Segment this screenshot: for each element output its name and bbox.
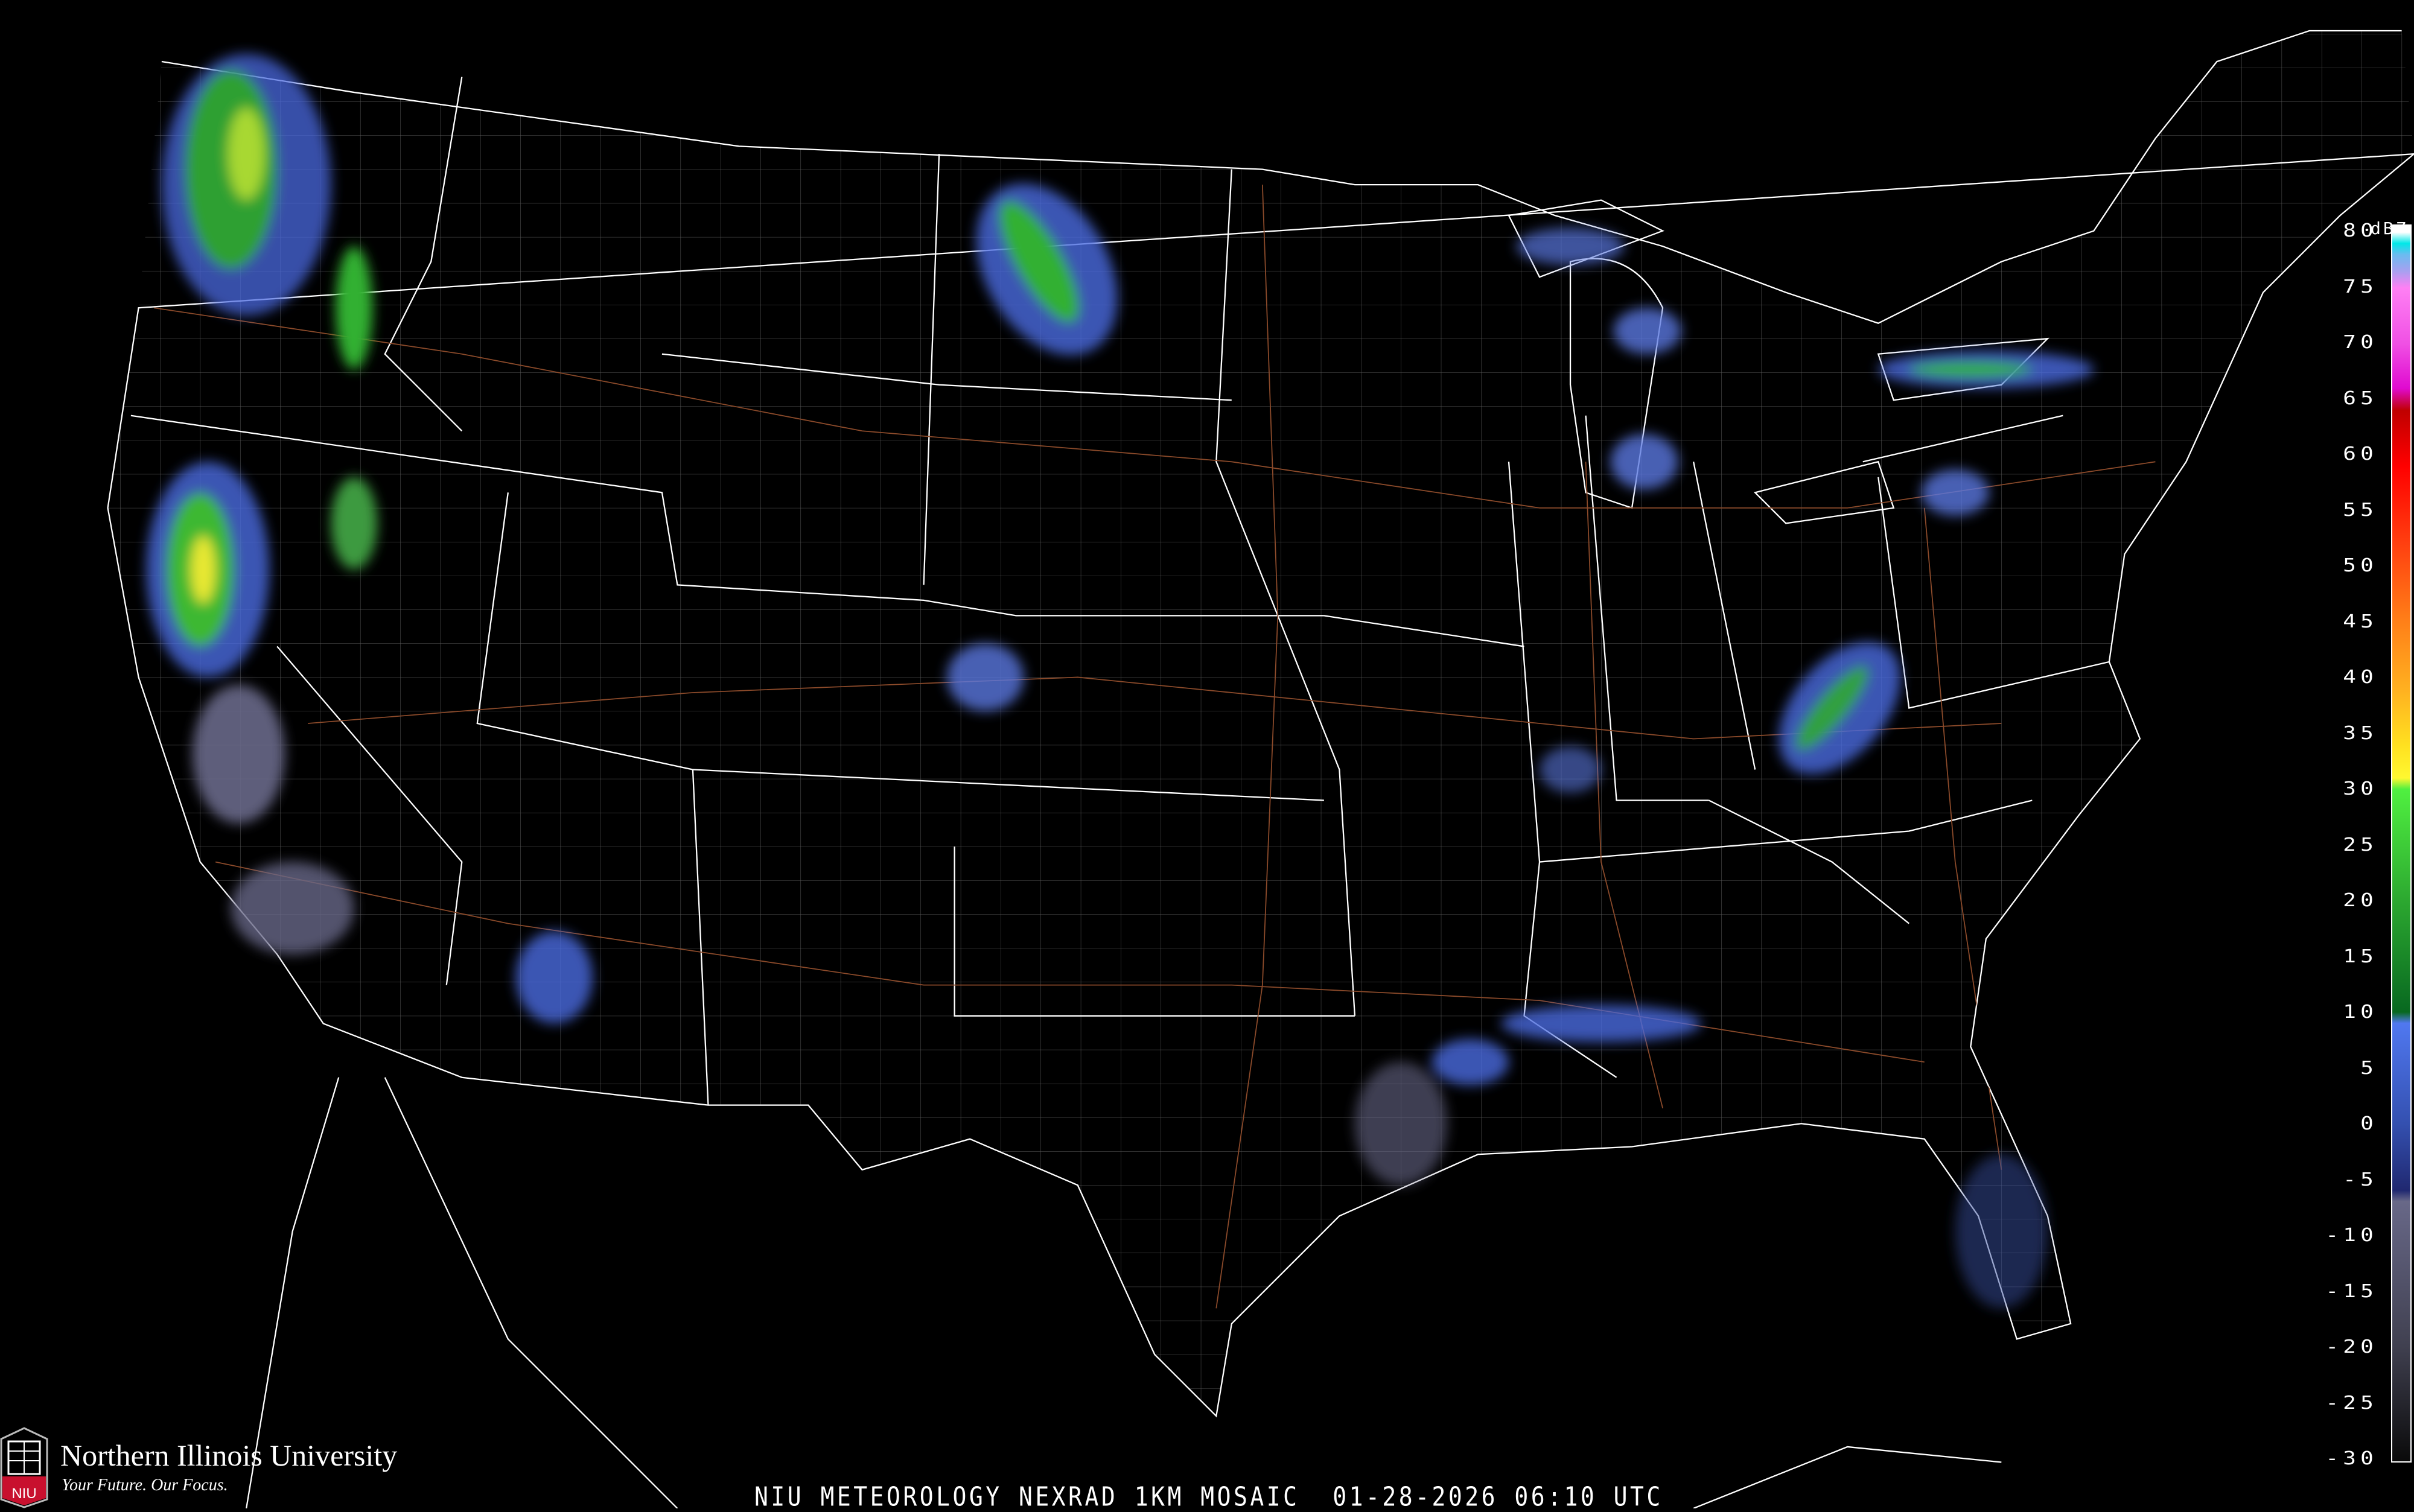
legend-label: -15 xyxy=(2325,1280,2378,1302)
legend-label: 25 xyxy=(2343,834,2378,856)
niu-logo-mark: NIU xyxy=(0,1427,48,1508)
dbz-color-scale xyxy=(2391,224,2412,1463)
legend-label: 30 xyxy=(2343,778,2378,799)
legend-label: 55 xyxy=(2343,499,2378,521)
legend-label: 75 xyxy=(2343,276,2378,297)
legend-label: 50 xyxy=(2343,555,2378,576)
legend-label: 40 xyxy=(2343,667,2378,688)
legend-label: 35 xyxy=(2343,722,2378,744)
legend-label: -20 xyxy=(2325,1336,2378,1358)
legend-label: -30 xyxy=(2325,1448,2378,1469)
legend-label: 0 xyxy=(2360,1113,2378,1134)
legend-label: 20 xyxy=(2343,890,2378,911)
legend-label: -25 xyxy=(2325,1392,2378,1414)
legend-label: -5 xyxy=(2343,1169,2378,1190)
legend-label: 65 xyxy=(2343,387,2378,409)
legend-label: 45 xyxy=(2343,611,2378,632)
legend-label: 70 xyxy=(2343,332,2378,353)
logo-mark-text: NIU xyxy=(11,1485,36,1502)
legend-label: 5 xyxy=(2360,1057,2378,1079)
legend-label: 80 xyxy=(2343,220,2378,241)
map-title: NIU METEOROLOGY NEXRAD 1KM MOSAIC 01-28-… xyxy=(754,1481,1663,1512)
legend-label: 60 xyxy=(2343,443,2378,465)
legend-label: 10 xyxy=(2343,1002,2378,1023)
logo-name: Northern Illinois University xyxy=(60,1438,398,1472)
state-boundaries xyxy=(107,30,2414,1508)
radar-echoes xyxy=(146,54,2094,1309)
logo-tagline: Your Future. Our Focus. xyxy=(62,1476,228,1495)
legend-label: -10 xyxy=(2325,1225,2378,1246)
legend-label: 15 xyxy=(2343,945,2378,967)
